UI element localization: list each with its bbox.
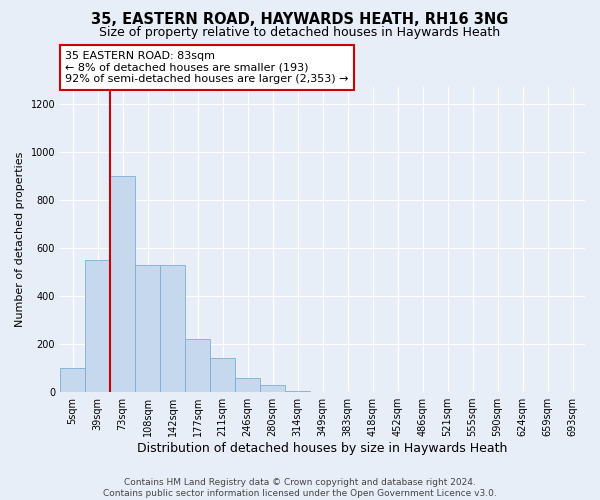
- Bar: [110, 176, 135, 392]
- Bar: [60, 368, 85, 392]
- X-axis label: Distribution of detached houses by size in Haywards Heath: Distribution of detached houses by size …: [137, 442, 508, 455]
- Bar: [260, 385, 285, 392]
- Bar: [160, 265, 185, 392]
- Text: Contains HM Land Registry data © Crown copyright and database right 2024.
Contai: Contains HM Land Registry data © Crown c…: [103, 478, 497, 498]
- Bar: [285, 391, 310, 392]
- Text: 35, EASTERN ROAD, HAYWARDS HEATH, RH16 3NG: 35, EASTERN ROAD, HAYWARDS HEATH, RH16 3…: [91, 12, 509, 28]
- Text: 35 EASTERN ROAD: 83sqm
← 8% of detached houses are smaller (193)
92% of semi-det: 35 EASTERN ROAD: 83sqm ← 8% of detached …: [65, 51, 349, 84]
- Y-axis label: Number of detached properties: Number of detached properties: [15, 152, 25, 328]
- Bar: [185, 339, 210, 392]
- Bar: [235, 378, 260, 392]
- Bar: [210, 358, 235, 392]
- Bar: [85, 260, 110, 392]
- Text: Size of property relative to detached houses in Haywards Heath: Size of property relative to detached ho…: [100, 26, 500, 39]
- Bar: [135, 265, 160, 392]
